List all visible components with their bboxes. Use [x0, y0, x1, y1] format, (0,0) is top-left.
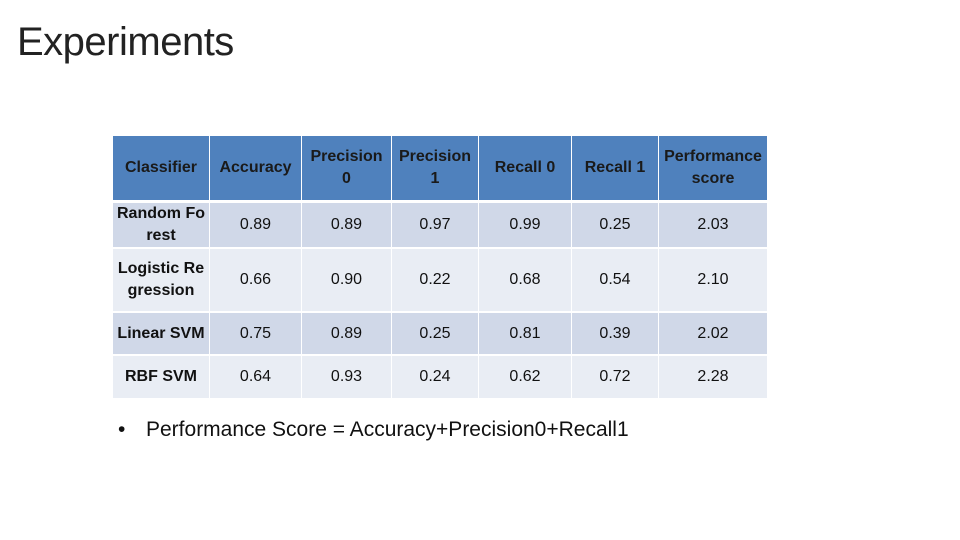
header-row: Classifier Accuracy Precision 0 Precisio…	[113, 136, 768, 203]
results-table: Classifier Accuracy Precision 0 Precisio…	[113, 136, 768, 400]
cell-precision-1: 0.25	[392, 313, 479, 356]
header-classifier: Classifier	[113, 136, 210, 203]
table-row: Logistic Regression 0.66 0.90 0.22 0.68 …	[113, 249, 768, 313]
header-recall-1: Recall 1	[572, 136, 659, 203]
cell-accuracy: 0.89	[210, 203, 302, 249]
cell-recall-1: 0.72	[572, 356, 659, 400]
cell-precision-0: 0.89	[302, 203, 392, 249]
header-performance-score: Performance score	[659, 136, 768, 203]
cell-performance-score: 2.28	[659, 356, 768, 400]
cell-precision-0: 0.93	[302, 356, 392, 400]
row-name: Random Forest	[113, 203, 210, 249]
header-precision-0: Precision 0	[302, 136, 392, 203]
formula-note: • Performance Score = Accuracy+Precision0…	[118, 418, 629, 442]
table-row: Linear SVM 0.75 0.89 0.25 0.81 0.39 2.02	[113, 313, 768, 356]
cell-recall-1: 0.39	[572, 313, 659, 356]
cell-precision-0: 0.90	[302, 249, 392, 313]
cell-precision-1: 0.97	[392, 203, 479, 249]
cell-precision-1: 0.24	[392, 356, 479, 400]
cell-recall-0: 0.68	[479, 249, 572, 313]
row-name: RBF SVM	[113, 356, 210, 400]
row-name: Logistic Regression	[113, 249, 210, 313]
header-recall-0: Recall 0	[479, 136, 572, 203]
row-name: Linear SVM	[113, 313, 210, 356]
cell-performance-score: 2.03	[659, 203, 768, 249]
table-row: RBF SVM 0.64 0.93 0.24 0.62 0.72 2.28	[113, 356, 768, 400]
header-precision-1: Precision 1	[392, 136, 479, 203]
header-accuracy: Accuracy	[210, 136, 302, 203]
cell-recall-0: 0.62	[479, 356, 572, 400]
table-row: Random Forest 0.89 0.89 0.97 0.99 0.25 2…	[113, 203, 768, 249]
cell-recall-1: 0.54	[572, 249, 659, 313]
cell-recall-0: 0.99	[479, 203, 572, 249]
cell-precision-1: 0.22	[392, 249, 479, 313]
cell-recall-0: 0.81	[479, 313, 572, 356]
formula-text: Performance Score = Accuracy+Precision0+…	[146, 418, 629, 441]
cell-accuracy: 0.64	[210, 356, 302, 400]
cell-performance-score: 2.02	[659, 313, 768, 356]
cell-precision-0: 0.89	[302, 313, 392, 356]
cell-accuracy: 0.66	[210, 249, 302, 313]
cell-accuracy: 0.75	[210, 313, 302, 356]
cell-recall-1: 0.25	[572, 203, 659, 249]
slide-title: Experiments	[17, 20, 234, 64]
bullet: •	[118, 418, 126, 441]
cell-performance-score: 2.10	[659, 249, 768, 313]
